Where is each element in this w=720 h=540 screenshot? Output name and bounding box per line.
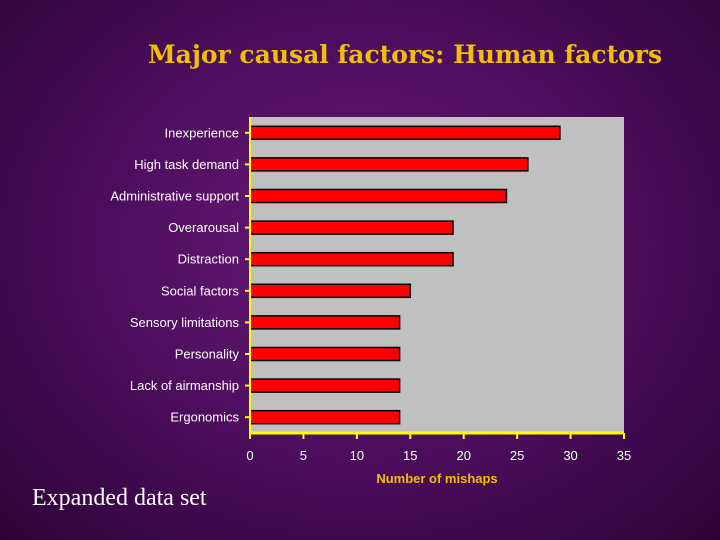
category-label: Overarousal xyxy=(168,220,239,235)
bar xyxy=(249,409,401,425)
category-label: Social factors xyxy=(161,283,240,298)
bar xyxy=(249,378,401,393)
bar xyxy=(249,346,401,362)
x-tick-label: 5 xyxy=(300,448,307,463)
footer-text: Expanded data set xyxy=(32,485,207,511)
x-tick-label: 0 xyxy=(246,448,253,463)
bar xyxy=(249,283,412,299)
category-label: Distraction xyxy=(178,252,239,267)
slide-title: Major causal factors: Human factors xyxy=(147,40,663,69)
category-label: Lack of airmanship xyxy=(130,378,239,393)
x-tick-label: 15 xyxy=(403,448,417,463)
bar xyxy=(249,220,454,235)
x-tick-label: 35 xyxy=(617,448,631,463)
x-axis-title: Number of mishaps xyxy=(376,471,497,486)
category-label: Administrative support xyxy=(110,189,239,204)
category-label: Ergonomics xyxy=(170,410,239,425)
bar xyxy=(249,315,401,330)
bar xyxy=(249,157,529,172)
bar xyxy=(249,188,508,204)
category-label: Sensory limitations xyxy=(130,315,240,330)
x-tick-label: 25 xyxy=(510,448,524,463)
x-tick-label: 10 xyxy=(350,448,364,463)
bar xyxy=(249,125,561,141)
category-labels: Inexperience High task demand Administrati… xyxy=(110,125,250,425)
x-tick-label: 20 xyxy=(456,448,470,463)
category-label: Personality xyxy=(175,347,240,362)
category-label: Inexperience xyxy=(165,125,239,140)
bar xyxy=(249,251,454,267)
x-axis-ticks: 0 5 10 15 20 25 30 35 xyxy=(246,433,631,463)
x-tick-label: 30 xyxy=(563,448,577,463)
category-label: High task demand xyxy=(134,157,239,172)
